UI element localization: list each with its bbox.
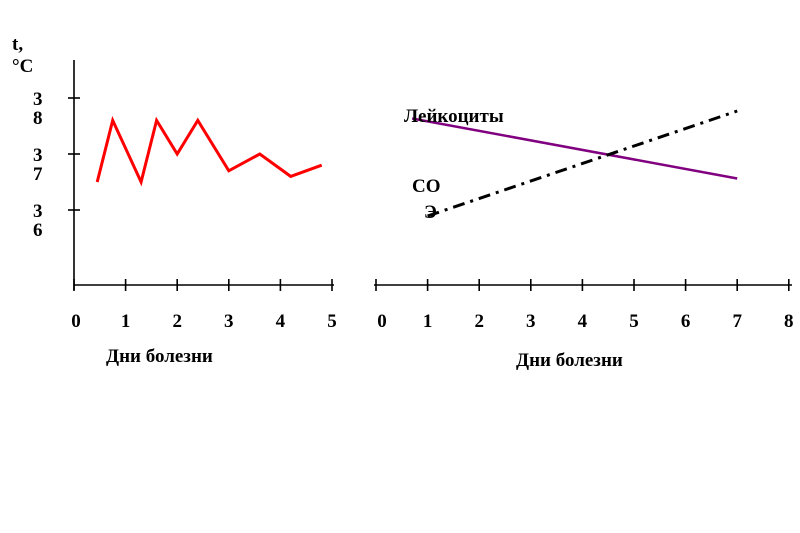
y-tick-label-digit: 3: [33, 201, 43, 222]
lab-series: [411, 109, 738, 218]
y-tick-label-digit: 3: [33, 89, 43, 110]
y-tick-label-digit: 6: [33, 220, 43, 241]
x-tick-label: 8: [784, 311, 794, 332]
x-tick-label: 2: [474, 311, 484, 332]
temperature-series: [95, 115, 323, 187]
y-tick-label-digit: 7: [33, 164, 43, 185]
x-ticks: 0 1 2 3 4 5: [71, 279, 337, 332]
x-tick-label: 2: [172, 311, 182, 332]
x-tick-label: 5: [327, 311, 337, 332]
x-tick-label: 0: [71, 311, 81, 332]
y-axis-label-line2: °C: [12, 56, 33, 77]
x-tick-label: 6: [681, 311, 691, 332]
y-axis-label-line1: t,: [12, 34, 23, 55]
x-ticks: 0 1 2 3 4 5 6 7 8: [375, 279, 794, 332]
x-tick-label: 3: [526, 311, 536, 332]
leukocytes-line: [411, 117, 738, 180]
x-tick-label: 3: [224, 311, 234, 332]
series-label-soe-line2: Э: [424, 202, 437, 223]
series-label-soe-line1: СО: [412, 176, 441, 197]
y-tick-label-digit: 3: [33, 145, 43, 166]
x-tick-label: 0: [377, 311, 387, 332]
series-label-leukocytes: Лейкоциты: [404, 106, 504, 127]
lab-chart: 0 1 2 3 4 5 6 7 8 Дни болезни Лейкоциты СО Э: [374, 106, 794, 371]
x-tick-label: 5: [629, 311, 639, 332]
x-tick-label: 4: [276, 311, 286, 332]
x-axis-label: Дни болезни: [106, 346, 213, 367]
y-tick-label-digit: 8: [33, 108, 43, 129]
x-tick-label: 7: [732, 311, 742, 332]
x-tick-label: 4: [578, 311, 588, 332]
temperature-line: [95, 115, 323, 187]
x-tick-label: 1: [121, 311, 131, 332]
x-axis-label: Дни болезни: [516, 350, 623, 371]
soe-line: [427, 109, 738, 218]
x-tick-label: 1: [423, 311, 433, 332]
